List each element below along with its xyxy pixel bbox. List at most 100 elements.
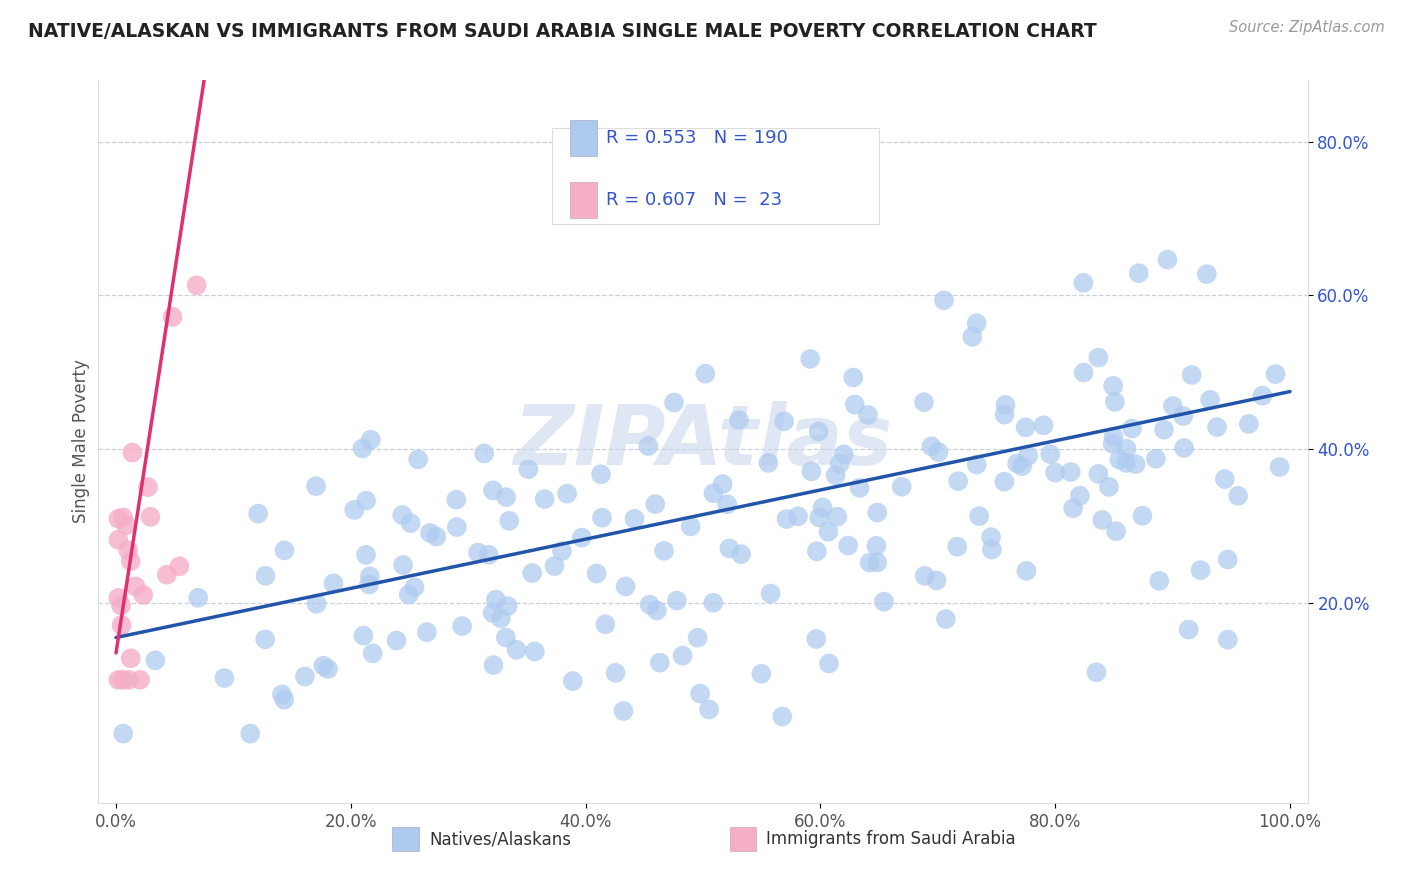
Point (124, 579, 146, 593)
Point (391, 508, 413, 522)
Point (482, 483, 505, 498)
Point (112, 726, 135, 740)
Point (117, 543, 139, 558)
Point (1115, 442, 1137, 456)
Point (912, 395, 935, 409)
Point (623, 512, 645, 526)
Point (770, 709, 793, 723)
Point (322, 576, 344, 591)
Point (520, 566, 543, 580)
Point (935, 612, 957, 626)
Point (711, 477, 734, 491)
Point (1199, 392, 1222, 407)
Point (818, 657, 841, 671)
Point (305, 479, 328, 493)
Point (866, 506, 889, 520)
Point (808, 510, 831, 524)
Point (136, 480, 159, 494)
Point (695, 367, 717, 381)
Point (162, 310, 184, 324)
Point (1181, 368, 1204, 382)
Point (1173, 441, 1195, 455)
Point (495, 631, 517, 645)
Point (927, 445, 949, 459)
Point (273, 692, 295, 706)
Point (993, 475, 1015, 489)
Point (398, 588, 420, 602)
Point (679, 519, 702, 533)
Point (143, 653, 166, 667)
Point (994, 398, 1017, 412)
Point (271, 688, 294, 702)
Point (107, 511, 129, 525)
Point (614, 580, 637, 594)
Text: Immigrants from Saudi Arabia: Immigrants from Saudi Arabia (766, 830, 1017, 848)
Point (925, 574, 948, 588)
Point (498, 514, 520, 528)
Point (239, 726, 262, 740)
Point (361, 646, 384, 660)
Point (495, 490, 517, 504)
Point (1032, 418, 1054, 433)
Point (353, 628, 375, 642)
Point (1264, 367, 1286, 381)
Point (551, 544, 574, 558)
Point (419, 525, 441, 540)
Point (214, 671, 236, 685)
Point (360, 433, 382, 447)
Point (561, 674, 583, 689)
Text: R = 0.607   N =  23: R = 0.607 N = 23 (606, 191, 782, 209)
Point (1101, 436, 1123, 450)
Point (730, 547, 752, 561)
Point (595, 617, 617, 632)
Point (352, 442, 374, 456)
Point (1105, 524, 1128, 539)
Point (416, 625, 439, 640)
Point (966, 458, 988, 472)
Point (644, 497, 666, 511)
Point (1128, 266, 1150, 280)
Point (555, 486, 578, 500)
Point (481, 606, 503, 620)
Point (946, 540, 969, 554)
Point (385, 633, 408, 648)
Point (1098, 480, 1121, 494)
Point (354, 548, 377, 562)
Point (856, 408, 879, 422)
Point (728, 413, 751, 427)
Point (1104, 395, 1126, 409)
Point (612, 704, 634, 718)
Point (1115, 456, 1137, 470)
Point (1173, 409, 1195, 423)
Text: ZIPAtlas: ZIPAtlas (513, 401, 893, 482)
Point (832, 447, 855, 461)
Point (517, 462, 540, 476)
Point (1015, 564, 1038, 578)
Point (111, 673, 134, 687)
Point (1216, 552, 1239, 566)
Point (489, 611, 512, 625)
Point (589, 467, 612, 482)
Point (132, 588, 155, 602)
Point (406, 452, 429, 467)
Point (811, 500, 834, 515)
Point (807, 425, 830, 439)
Point (962, 330, 984, 344)
Point (1216, 632, 1239, 647)
Point (1039, 447, 1062, 461)
Point (1149, 574, 1171, 588)
Point (107, 533, 129, 547)
Point (800, 464, 823, 478)
Point (787, 509, 810, 524)
Point (806, 544, 828, 558)
Point (139, 509, 162, 524)
Point (571, 531, 593, 545)
Point (1227, 489, 1250, 503)
Point (505, 642, 527, 657)
Point (648, 656, 671, 670)
Point (120, 554, 142, 568)
Point (652, 543, 675, 558)
Point (254, 632, 277, 647)
Point (686, 631, 709, 645)
Point (1108, 452, 1130, 467)
